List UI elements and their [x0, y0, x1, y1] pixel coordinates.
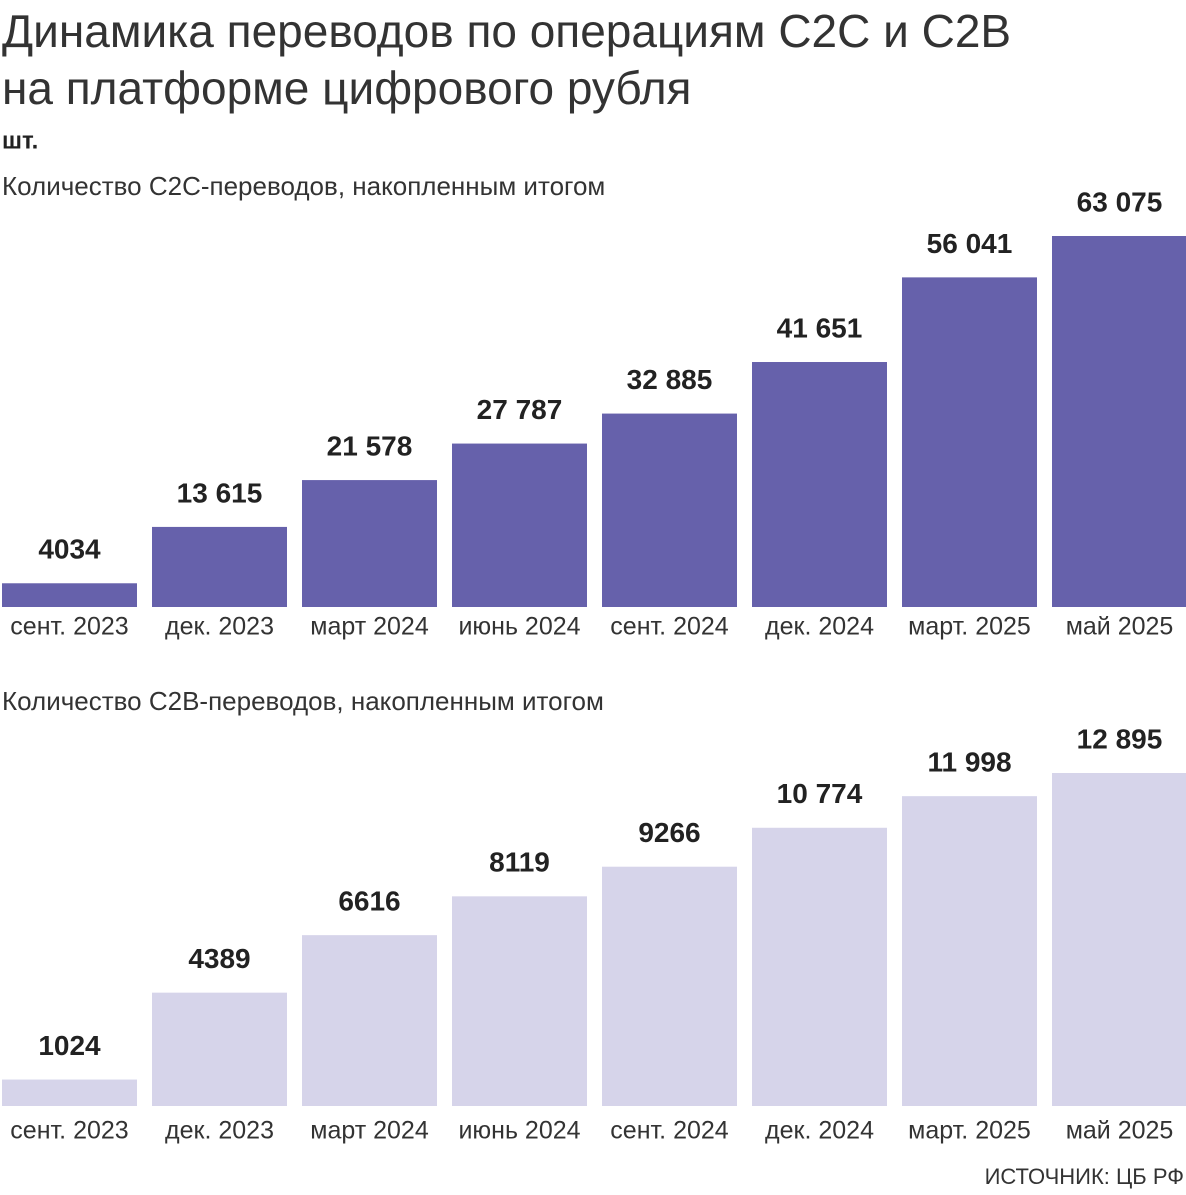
value-label: 10 774	[777, 778, 863, 809]
value-label: 13 615	[177, 477, 263, 508]
x-tick-label: июнь 2024	[458, 613, 580, 641]
bar	[152, 526, 287, 607]
x-tick-label: дек. 2023	[165, 613, 274, 641]
x-tick-label: март. 2025	[908, 1117, 1031, 1145]
value-label: 32 885	[627, 364, 713, 395]
value-label: 12 895	[1077, 723, 1163, 754]
chart-subtitle: Количество C2B-переводов, накопленным ит…	[2, 686, 604, 716]
value-label: 56 041	[927, 228, 1013, 259]
bar	[1052, 773, 1186, 1106]
x-tick-label: март. 2025	[908, 613, 1031, 641]
chart-title: на платформе цифрового рубля	[2, 62, 691, 114]
bar	[2, 1079, 137, 1106]
bar	[452, 443, 587, 607]
bar	[452, 896, 587, 1106]
x-tick-label: март 2024	[310, 613, 429, 641]
x-tick-label: дек. 2024	[765, 613, 874, 641]
x-tick-label: март 2024	[310, 1117, 429, 1145]
value-label: 8119	[489, 847, 550, 878]
x-tick-label: сент. 2023	[10, 613, 128, 641]
source: ИСТОЧНИК: ЦБ РФ	[985, 1164, 1184, 1189]
x-tick-label: дек. 2023	[165, 1117, 274, 1145]
value-label: 4034	[38, 534, 101, 565]
x-tick-label: сент. 2023	[10, 1117, 128, 1145]
value-label: 41 651	[777, 312, 863, 343]
value-label: 63 075	[1077, 186, 1163, 217]
bar	[2, 583, 137, 607]
value-label: 11 998	[927, 747, 1011, 778]
bar	[302, 480, 437, 607]
unit-label: шт.	[2, 127, 38, 154]
bar	[752, 827, 887, 1106]
x-tick-label: июнь 2024	[458, 1117, 580, 1145]
bar	[302, 935, 437, 1106]
x-tick-label: сент. 2024	[610, 1117, 728, 1145]
x-tick-label: май 2025	[1066, 1117, 1174, 1145]
value-label: 21 578	[327, 430, 413, 461]
x-tick-label: дек. 2024	[765, 1117, 874, 1145]
bar	[602, 866, 737, 1106]
x-tick-label: сент. 2024	[610, 613, 728, 641]
x-tick-label: май 2025	[1066, 613, 1174, 641]
bar	[1052, 236, 1186, 607]
chart-subtitle: Количество C2C-переводов, накопленным ит…	[2, 171, 605, 201]
bar	[902, 796, 1037, 1106]
chart-title: Динамика переводов по операциям C2C и C2…	[2, 5, 1011, 57]
bar	[152, 992, 287, 1106]
value-label: 4389	[188, 943, 250, 974]
bar	[902, 277, 1037, 607]
value-label: 6616	[338, 886, 400, 917]
bar	[602, 413, 737, 607]
bar	[752, 362, 887, 607]
value-label: 9266	[638, 817, 700, 848]
value-label: 1024	[38, 1030, 101, 1061]
value-label: 27 787	[477, 394, 563, 425]
